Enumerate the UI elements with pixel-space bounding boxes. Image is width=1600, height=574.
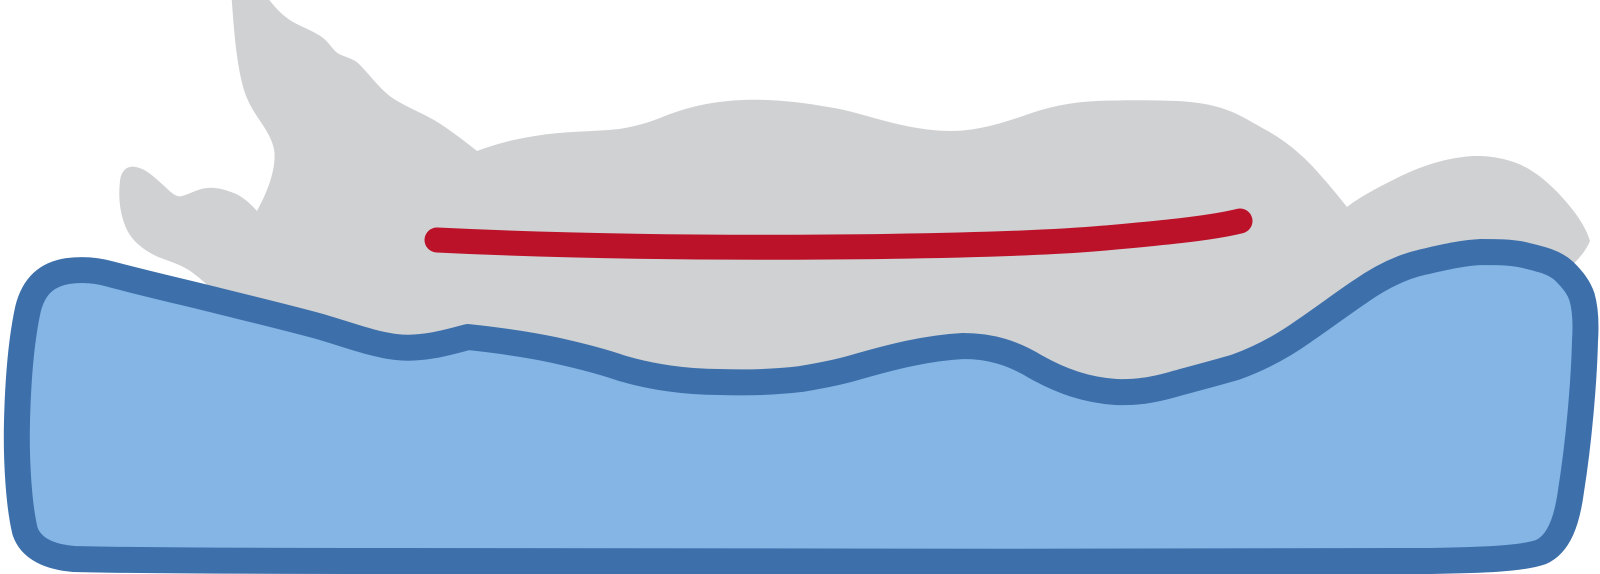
mattress [3,239,1599,574]
spine-alignment-line [424,208,1253,260]
sleeper-body-silhouette [119,0,1590,410]
